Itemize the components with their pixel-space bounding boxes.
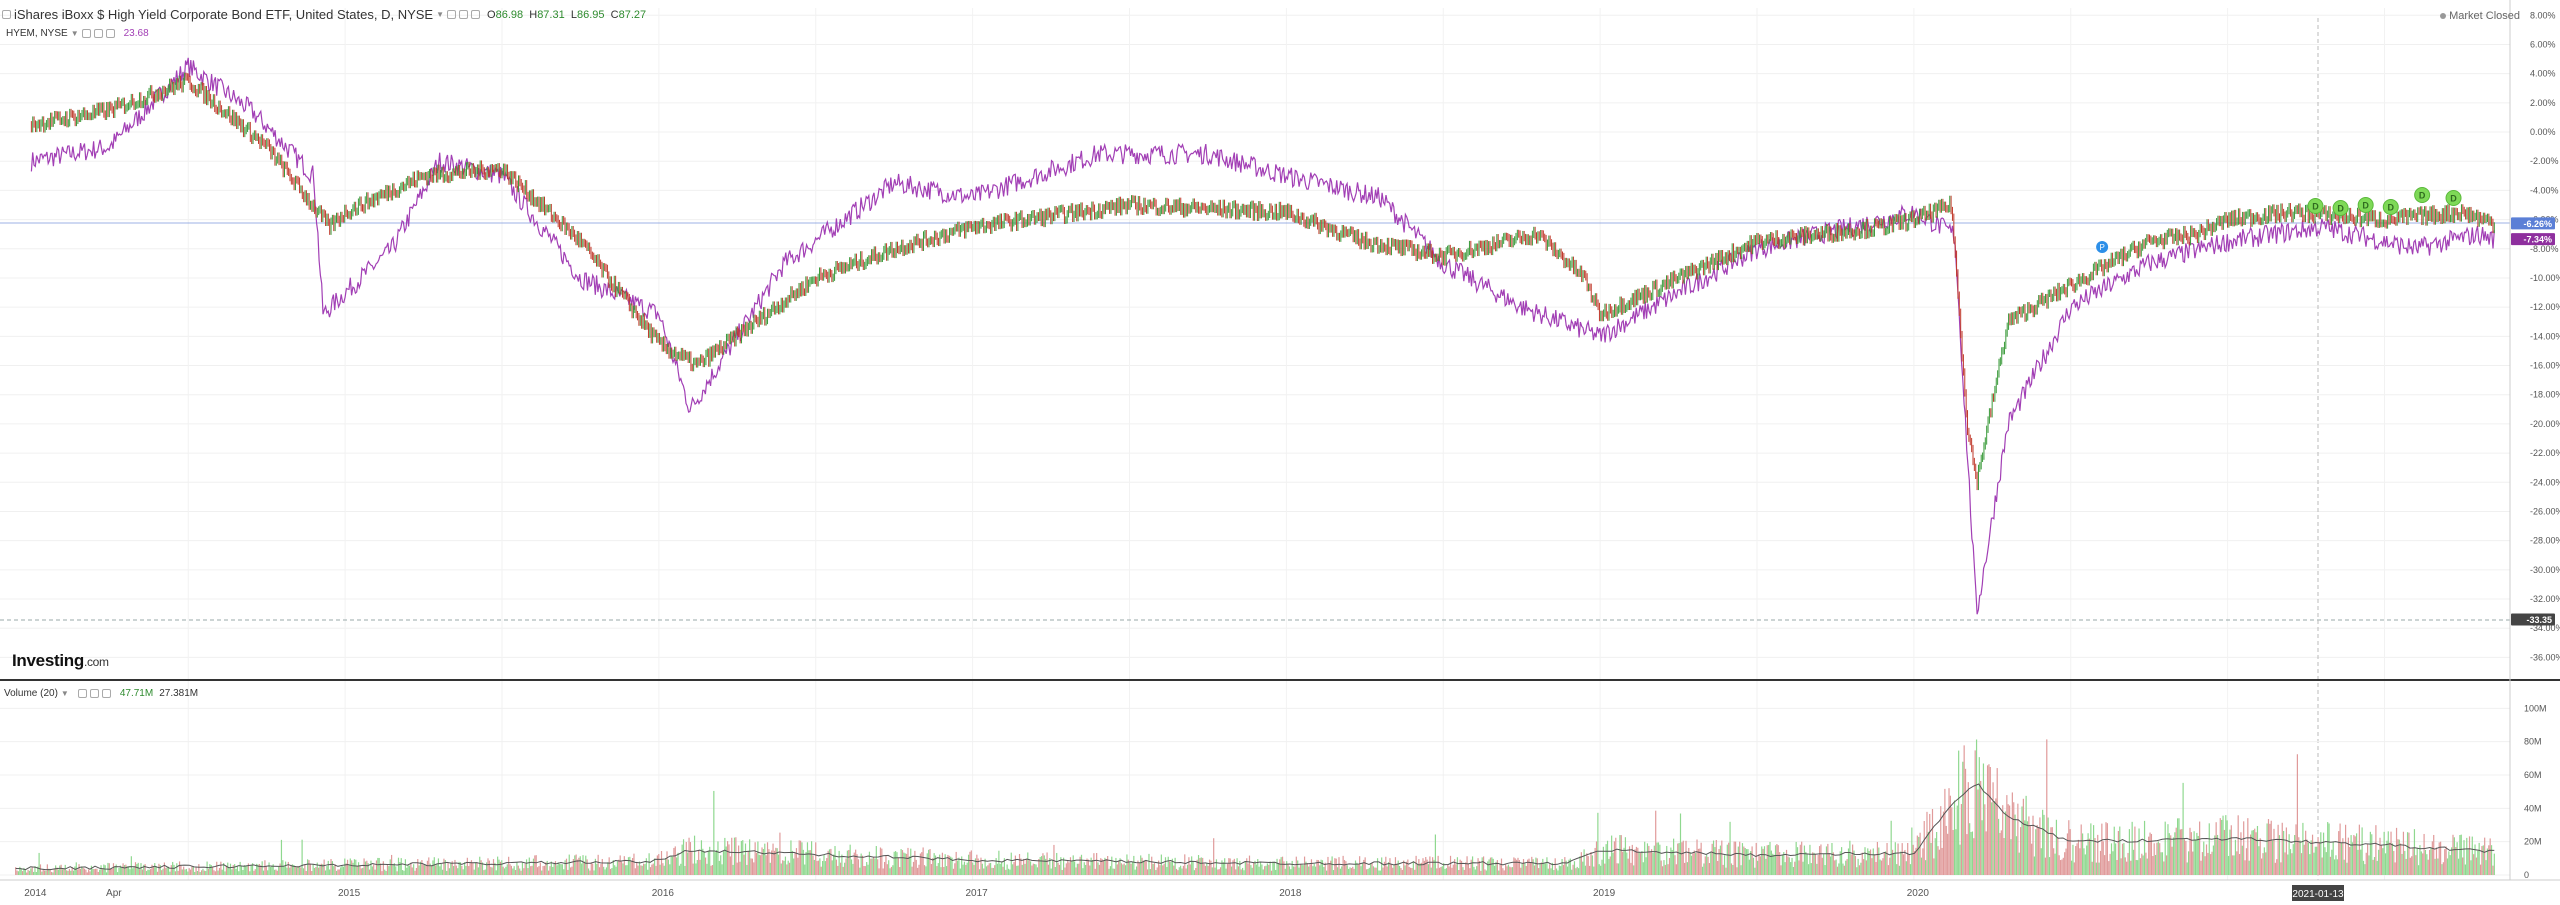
time-tick-label: 2019 <box>1593 888 1616 899</box>
volume-tick-label: 20M <box>2524 837 2542 847</box>
volume-ma-line <box>15 783 2495 871</box>
close-icon[interactable] <box>105 29 115 38</box>
price-tick-label: -16.00% <box>2530 361 2560 371</box>
symbol-title: iShares iBoxx $ High Yield Corporate Bon… <box>14 7 434 22</box>
main-legend: iShares iBoxx $ High Yield Corporate Bon… <box>2 7 646 22</box>
time-tick-label: 2016 <box>652 888 675 899</box>
price-axis: 8.00%6.00%4.00%2.00%0.00%-2.00%-4.00%-6.… <box>2530 10 2560 662</box>
volume-label: Volume (20) <box>4 688 58 699</box>
price-tick-label: -10.00% <box>2530 273 2560 283</box>
close-icon[interactable] <box>101 689 111 698</box>
compare-legend: HYEM, NYSE ▼ 23.68 <box>6 28 149 39</box>
price-tick-label: 2.00% <box>2530 98 2556 108</box>
hyem-last-badge-bg <box>2511 233 2555 246</box>
volume-ma-path <box>15 783 2495 871</box>
dividend-marker-icon <box>2332 200 2349 216</box>
volume-axis: 100M 80M 60M 40M 20M 0 <box>2524 703 2547 880</box>
hide-icon[interactable] <box>93 29 103 38</box>
price-tick-label: -18.00% <box>2530 390 2560 400</box>
volume-legend: Volume (20) ▼ 47.71M 27.381M <box>4 688 198 699</box>
hyem-last-badge: -7.34% <box>2523 235 2552 245</box>
hyg-last-badge: -6.26% <box>2523 219 2552 229</box>
split-marker-icon <box>2096 241 2109 253</box>
chevron-down-icon[interactable]: ▼ <box>70 29 79 38</box>
dividend-marker-label: D <box>2450 194 2457 204</box>
price-tick-label: 4.00% <box>2530 69 2556 79</box>
price-tick-label: -14.00% <box>2530 331 2560 341</box>
chevron-down-icon[interactable]: ▼ <box>60 689 69 698</box>
dividend-marker-label: D <box>2419 191 2426 201</box>
hide-icon[interactable] <box>89 689 99 698</box>
dividend-marker-icon <box>2382 199 2399 215</box>
price-tick-label: -24.00% <box>2530 477 2560 487</box>
collapse-icon[interactable] <box>2 10 11 19</box>
price-tick-label: -36.00% <box>2530 652 2560 662</box>
compare-value: 23.68 <box>123 28 149 39</box>
volume-ma-value: 27.381M <box>159 688 199 699</box>
price-tick-label: 8.00% <box>2530 10 2556 20</box>
price-tick-label: -20.00% <box>2530 419 2560 429</box>
time-tick-label: 2014 <box>24 888 47 899</box>
close-icon[interactable] <box>471 10 481 19</box>
cursor-date-label: 2021-01-13 <box>2292 889 2344 900</box>
settings-icon[interactable] <box>81 29 91 38</box>
status-dot-icon <box>2440 13 2447 20</box>
compare-symbol: HYEM, NYSE <box>6 28 68 39</box>
price-tick-label: -4.00% <box>2530 185 2559 195</box>
time-tick-label: 2015 <box>338 888 361 899</box>
cursor-value-badge-bg <box>2511 613 2555 626</box>
price-tick-label: -22.00% <box>2530 448 2560 458</box>
volume-tick-label: 40M <box>2524 803 2542 813</box>
event-markers[interactable]: D D D D D D P <box>2096 187 2462 254</box>
dividend-marker-label: D <box>2337 204 2344 214</box>
price-grid <box>0 8 2510 880</box>
dividend-marker-icon <box>2414 187 2431 203</box>
settings-icon[interactable] <box>77 689 87 698</box>
volume-value: 47.71M <box>119 688 154 699</box>
price-tick-label: -8.00% <box>2530 244 2559 254</box>
price-tick-label: 6.00% <box>2530 39 2556 49</box>
time-tick-label: 2018 <box>1279 888 1302 899</box>
cursor-date-bg <box>2292 885 2344 901</box>
dividend-marker-icon <box>2357 197 2374 213</box>
volume-tick-label: 0 <box>2524 870 2529 880</box>
settings-icon[interactable] <box>447 10 457 19</box>
price-tick-label: -34.00% <box>2530 623 2560 633</box>
chevron-down-icon[interactable]: ▼ <box>436 10 445 19</box>
time-tick-label: 2020 <box>1907 888 1930 899</box>
price-tick-label: -30.00% <box>2530 565 2560 575</box>
volume-tick-label: 60M <box>2524 770 2542 780</box>
time-tick-label: 2017 <box>966 888 989 899</box>
dividend-marker-label: D <box>2312 202 2319 212</box>
dividend-marker-label: D <box>2362 201 2369 211</box>
dividend-marker-icon <box>2445 190 2462 206</box>
volume-bars <box>15 739 2495 875</box>
price-tick-label: -32.00% <box>2530 594 2560 604</box>
split-marker-label: P <box>2099 243 2104 252</box>
time-axis: 2014 Apr 2015 2016 2017 2018 2019 2020 2021-01-1… <box>24 885 2344 901</box>
price-tick-label: -12.00% <box>2530 302 2560 312</box>
price-tick-label: -28.00% <box>2530 536 2560 546</box>
dividend-marker-icon <box>2307 198 2324 214</box>
price-tick-label: -2.00% <box>2530 156 2559 166</box>
time-tick-label: Apr <box>106 888 122 899</box>
investing-logo: Investing.com <box>12 651 109 670</box>
ohlc-values: O86.98 H87.31 L86.95 C87.27 <box>487 8 647 21</box>
cursor-value-badge: -33.35 <box>2526 615 2552 625</box>
market-status: Market Closed <box>2440 10 2524 22</box>
price-badges: -6.26% -7.34% -33.35 <box>2511 217 2555 626</box>
price-tick-label: 0.00% <box>2530 127 2556 137</box>
hyg-last-badge-bg <box>2511 217 2555 230</box>
hyg-series <box>30 72 2495 491</box>
price-tick-label: -26.00% <box>2530 506 2560 516</box>
dividend-marker-label: D <box>2388 203 2395 213</box>
hide-icon[interactable] <box>459 10 469 19</box>
volume-tick-label: 100M <box>2524 703 2547 713</box>
volume-tick-label: 80M <box>2524 737 2542 747</box>
